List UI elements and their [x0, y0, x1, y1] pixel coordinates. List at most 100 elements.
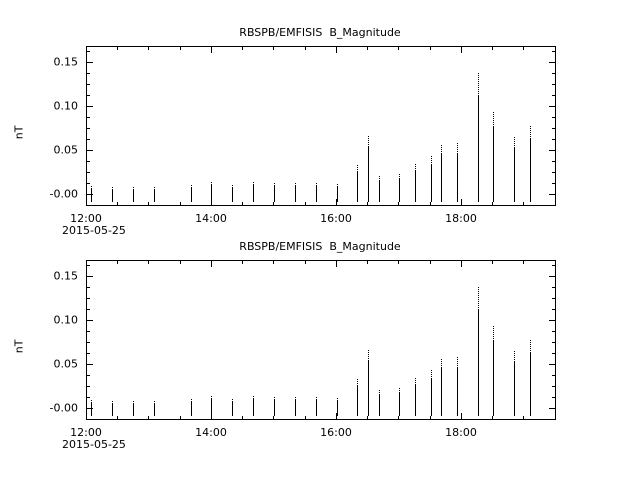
- data-spike-tip: [357, 379, 358, 386]
- top-panel-title: RBSPB/EMFISIS B_Magnitude: [239, 26, 401, 39]
- ytick-minor: [86, 183, 90, 184]
- data-spike: [316, 400, 317, 416]
- ytick-minor-right: [552, 287, 556, 288]
- ytick-minor: [86, 51, 90, 52]
- ytick-right-0.05: [549, 364, 556, 365]
- data-spike-tip: [133, 187, 134, 190]
- ytick-minor-right: [552, 386, 556, 387]
- data-spike: [530, 352, 531, 416]
- bottom-xtick-label-12:00: 12:00: [70, 426, 102, 439]
- xtick-minor: [430, 202, 431, 206]
- xtick-minor-top: [523, 260, 524, 264]
- ytick-minor-right: [552, 128, 556, 129]
- data-spike: [399, 178, 400, 202]
- ytick-minor-right: [552, 84, 556, 85]
- xtick-minor-top: [492, 260, 493, 264]
- ytick-minor: [86, 342, 90, 343]
- xtick-minor-top: [523, 46, 524, 50]
- xtick-minor-top: [305, 46, 306, 50]
- data-spike-tip: [399, 174, 400, 179]
- ytick-minor: [86, 84, 90, 85]
- xtick-minor: [398, 202, 399, 206]
- data-spike: [441, 368, 442, 416]
- xtick-minor: [180, 416, 181, 420]
- ytick-minor-right: [552, 161, 556, 162]
- data-spike: [112, 189, 113, 202]
- data-spike: [232, 401, 233, 416]
- data-spike-tip: [211, 182, 212, 186]
- xtick-minor: [430, 416, 431, 420]
- ytick-minor-right: [552, 183, 556, 184]
- data-spike-tip: [253, 182, 254, 186]
- xtick-minor: [117, 202, 118, 206]
- xtick-minor-top: [242, 260, 243, 264]
- xtick-14:00: [211, 413, 212, 420]
- bottom-panel-ylabel: nT: [12, 339, 26, 354]
- ytick-minor: [86, 73, 90, 74]
- ytick-minor-right: [552, 117, 556, 118]
- data-spike: [91, 402, 92, 416]
- xtick-12:00: [86, 413, 87, 420]
- data-spike: [337, 186, 338, 202]
- data-spike: [211, 185, 212, 202]
- bottom-xtick-label-16:00: 16:00: [320, 426, 352, 439]
- xtick-top-18:00: [461, 260, 462, 267]
- ytick-right--0.00: [549, 408, 556, 409]
- bottom-panel-title: RBSPB/EMFISIS B_Magnitude: [239, 240, 401, 253]
- ytick-minor: [86, 265, 90, 266]
- ytick--0.00: [86, 408, 93, 409]
- ytick-right-0.10: [549, 106, 556, 107]
- data-spike: [431, 163, 432, 202]
- data-spike-tip: [431, 370, 432, 378]
- top-panel-axes-overlay: [86, 46, 556, 206]
- xtick-minor: [117, 416, 118, 420]
- xtick-minor: [305, 202, 306, 206]
- bottom-panel-plot-area: [86, 260, 556, 420]
- data-spike-tip: [514, 136, 515, 148]
- ytick-minor: [86, 309, 90, 310]
- xtick-16:00: [336, 413, 337, 420]
- data-spike-tip: [191, 184, 192, 188]
- data-spike-tip: [154, 187, 155, 190]
- data-spike-tip: [379, 389, 380, 395]
- xtick-minor: [273, 202, 274, 206]
- data-spike-tip: [530, 126, 531, 139]
- data-spike: [337, 400, 338, 416]
- top-panel-plot-area: [86, 46, 556, 206]
- bottom-xtick-label-14:00: 14:00: [195, 426, 227, 439]
- xtick-minor-top: [148, 46, 149, 50]
- xtick-minor-top: [180, 46, 181, 50]
- data-spike-tip: [478, 286, 479, 309]
- top-panel: RBSPB/EMFISIS B_Magnitude nT: [12, 26, 556, 237]
- xtick-minor-top: [180, 260, 181, 264]
- xtick-minor: [242, 202, 243, 206]
- data-spike: [133, 189, 134, 202]
- ytick-minor: [86, 331, 90, 332]
- xtick-minor-top: [430, 260, 431, 264]
- ytick--0.00: [86, 194, 93, 195]
- xtick-minor-top: [492, 46, 493, 50]
- xtick-minor-top: [398, 46, 399, 50]
- data-spike-tip: [379, 175, 380, 181]
- data-spike-tip: [316, 182, 317, 187]
- ytick-0.10: [86, 320, 93, 321]
- ytick-minor-right: [552, 342, 556, 343]
- data-spike: [493, 127, 494, 202]
- data-spike-tip: [337, 397, 338, 401]
- data-spike-tip: [274, 396, 275, 401]
- data-spike: [253, 399, 254, 416]
- ytick-minor-right: [552, 51, 556, 52]
- data-spike-tip: [91, 399, 92, 403]
- data-spike-tip: [191, 398, 192, 402]
- data-spike: [431, 377, 432, 416]
- ytick-minor: [86, 298, 90, 299]
- xtick-minor: [492, 416, 493, 420]
- data-spike: [357, 171, 358, 202]
- xtick-14:00: [211, 199, 212, 206]
- top-xtick-label-12:00: 12:00: [70, 212, 102, 225]
- ytick-right-0.15: [549, 62, 556, 63]
- ytick-minor: [86, 287, 90, 288]
- xtick-minor-top: [242, 46, 243, 50]
- xtick-minor: [555, 202, 556, 206]
- data-spike: [112, 403, 113, 416]
